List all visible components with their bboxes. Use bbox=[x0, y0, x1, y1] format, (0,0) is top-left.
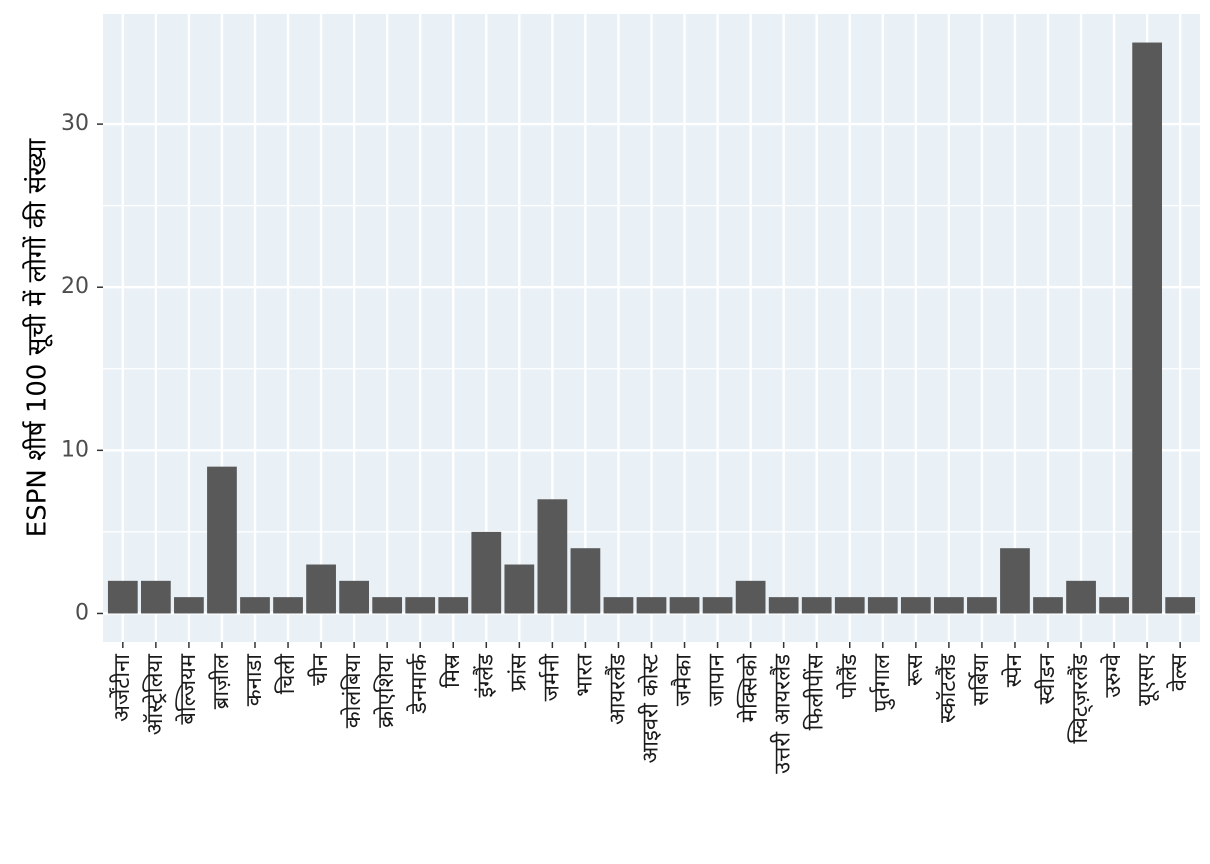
bar bbox=[107, 580, 138, 614]
bar bbox=[1165, 597, 1196, 614]
x-tick-label: जापान bbox=[705, 653, 730, 706]
x-tick-label: फ्रांस bbox=[506, 653, 531, 692]
x-tick-label: जर्मनी bbox=[538, 654, 564, 702]
bar bbox=[372, 597, 403, 614]
x-tick-label: स्पेन bbox=[1001, 653, 1027, 687]
y-tick-label: 0 bbox=[75, 600, 89, 625]
x-tick-label: वेल्स bbox=[1166, 653, 1192, 691]
y-tick-label: 20 bbox=[61, 274, 89, 299]
x-tick-label: सर्बिया bbox=[968, 654, 994, 706]
x-tick-label: स्वीडन bbox=[1034, 653, 1060, 704]
bar bbox=[669, 597, 700, 614]
bar bbox=[702, 597, 733, 614]
bar bbox=[537, 499, 568, 614]
bar bbox=[768, 597, 799, 614]
x-tick-label: फिलीपींस bbox=[803, 653, 829, 730]
bar bbox=[471, 531, 502, 614]
x-tick-label: कोलंबिया bbox=[340, 654, 366, 729]
x-tick-label: उत्तरी आयरलैंड bbox=[770, 654, 796, 774]
bar bbox=[934, 597, 964, 614]
bar bbox=[240, 597, 270, 614]
x-tick-label: चीन bbox=[307, 653, 333, 686]
x-tick-label: इंग्लैंड bbox=[472, 654, 498, 698]
bar bbox=[273, 597, 303, 614]
bar bbox=[834, 597, 865, 614]
x-tick-label: उरुग्वे bbox=[1100, 653, 1126, 697]
bar bbox=[140, 580, 171, 614]
x-tick-label: ब्राज़ील bbox=[208, 653, 234, 709]
x-tick-label: पोलैंड bbox=[836, 654, 862, 699]
bar bbox=[636, 597, 667, 614]
x-tick-label: स्विट्ज़रलैंड bbox=[1067, 654, 1093, 744]
bar bbox=[1066, 580, 1096, 614]
bar bbox=[438, 597, 469, 614]
x-tick-label: आइवरी कोस्ट bbox=[638, 653, 664, 763]
bar bbox=[867, 597, 898, 614]
x-tick-label: रूस bbox=[903, 653, 928, 686]
bar bbox=[504, 564, 535, 614]
y-tick-label: 30 bbox=[61, 111, 89, 136]
bar bbox=[801, 597, 832, 614]
x-tick-label: आयरलैंड bbox=[604, 654, 630, 725]
y-axis-label: ESPN शीर्ष 100 सूची में लोगों की संख्या bbox=[22, 138, 54, 538]
bar bbox=[339, 580, 369, 614]
x-tick-label: मेक्सिको bbox=[737, 654, 763, 722]
x-tick-label: क्रोएशिया bbox=[373, 654, 399, 728]
x-tick-label: ऑस्ट्रेलिया bbox=[142, 654, 168, 736]
bar bbox=[967, 597, 997, 614]
bar bbox=[1099, 597, 1129, 614]
x-tick-label: पुर्तगाल bbox=[869, 653, 895, 712]
bar bbox=[174, 597, 204, 614]
x-tick-label: स्कॉटलैंड bbox=[935, 654, 961, 723]
bar bbox=[1033, 597, 1063, 614]
bar bbox=[1000, 548, 1030, 614]
bar bbox=[900, 597, 931, 614]
bar bbox=[306, 564, 336, 614]
x-tick-label: कनाडा bbox=[242, 654, 267, 707]
bar bbox=[405, 597, 436, 614]
y-tick-label: 10 bbox=[61, 437, 89, 462]
bar bbox=[603, 597, 634, 614]
x-tick-label: भारत bbox=[572, 654, 597, 697]
x-tick-label: मिस्र bbox=[439, 653, 465, 688]
x-tick-label: डेनमार्क bbox=[406, 653, 432, 715]
x-tick-label: जमैका bbox=[671, 654, 697, 706]
bar bbox=[1132, 42, 1163, 614]
x-tick-label: अर्जेंटीना bbox=[109, 654, 135, 722]
x-tick-label: बेल्जियम bbox=[175, 653, 201, 724]
bar bbox=[207, 466, 237, 614]
bar bbox=[735, 580, 766, 614]
x-tick-label: यूएसए bbox=[1134, 653, 1160, 706]
bar bbox=[570, 548, 601, 614]
x-tick-label: चिली bbox=[274, 654, 300, 695]
